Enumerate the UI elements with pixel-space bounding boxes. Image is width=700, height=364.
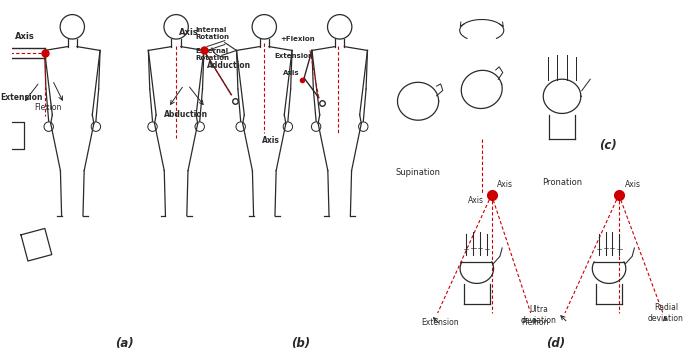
Text: Axis: Axis (620, 180, 640, 194)
Text: Abduction: Abduction (164, 110, 209, 119)
Text: Axis: Axis (262, 136, 280, 145)
Text: Internal
Rotation: Internal Rotation (195, 27, 230, 40)
Text: (a): (a) (115, 337, 134, 351)
Text: Flexion: Flexion (521, 318, 548, 327)
Text: +Flexion: +Flexion (281, 36, 315, 41)
Text: Axis: Axis (179, 28, 199, 37)
Text: (b): (b) (291, 337, 310, 351)
Text: Radial
deviation: Radial deviation (648, 304, 684, 323)
Text: (d): (d) (545, 337, 565, 351)
Text: Adduction: Adduction (206, 61, 251, 70)
Text: Extension: Extension (421, 318, 458, 327)
Text: Flexion: Flexion (35, 103, 62, 111)
Text: Supination: Supination (395, 168, 440, 177)
Text: Ultra
deviation: Ultra deviation (521, 305, 556, 325)
Text: Extension: Extension (1, 93, 43, 102)
Text: Axis: Axis (283, 70, 299, 76)
Text: Axis: Axis (492, 180, 513, 194)
Text: Extension: Extension (274, 53, 314, 59)
Text: (c): (c) (599, 139, 617, 151)
Text: Pronation: Pronation (542, 178, 582, 187)
Text: Axis: Axis (468, 196, 484, 205)
Text: Axis: Axis (15, 32, 35, 41)
Text: External
Rotation: External Rotation (195, 48, 230, 61)
